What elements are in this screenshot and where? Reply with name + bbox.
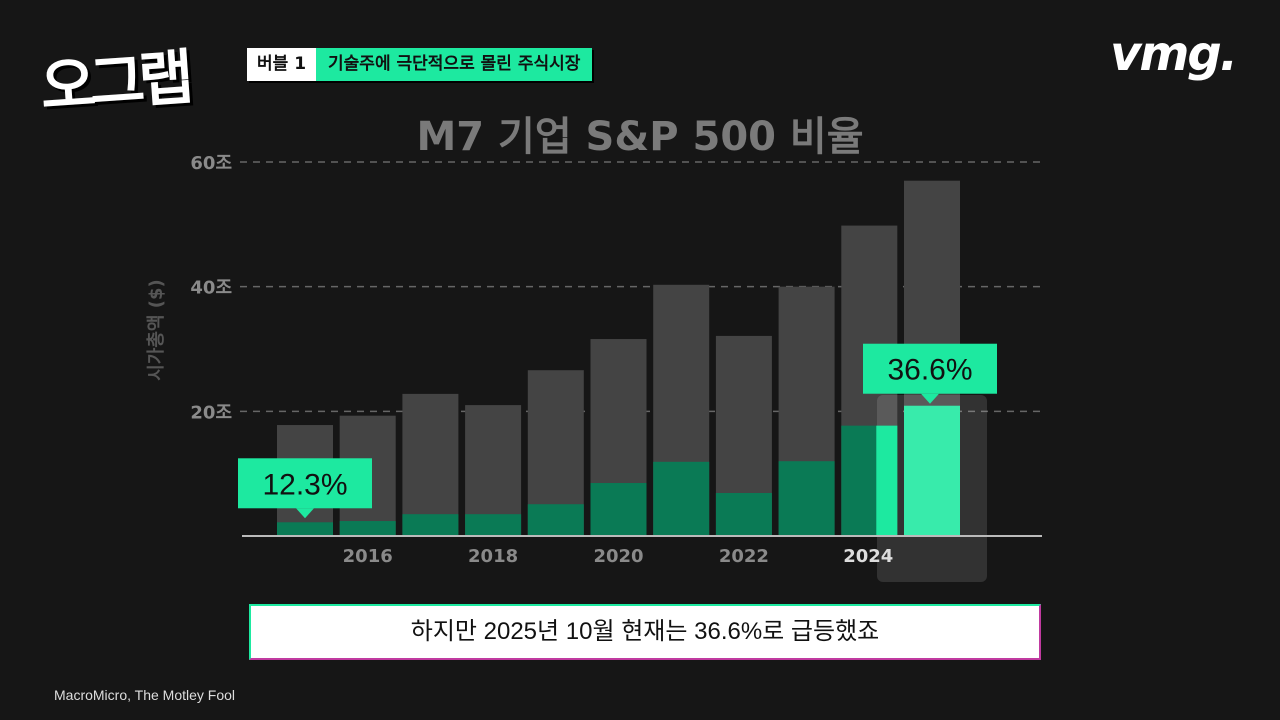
bar-m7	[402, 514, 459, 536]
y-tick-label: 20조	[190, 402, 232, 423]
tag-topic: 기술주에 극단적으로 몰린 주식시장	[316, 48, 593, 81]
bar-m7	[465, 514, 522, 536]
bar-m7	[339, 521, 396, 536]
source-text: MacroMicro, The Motley Fool	[54, 687, 236, 703]
tag-label: 버블 1	[247, 48, 317, 81]
bar-m7	[277, 522, 333, 536]
chart-title: M7 기업 S&P 500 비율	[416, 114, 864, 160]
x-tick-label: 2020	[593, 546, 643, 567]
bar-m7	[653, 461, 710, 536]
x-tick-label: 2016	[343, 546, 393, 567]
subtitle-caption: 하지만 2025년 10월 현재는 36.6%로 급등했죠	[249, 604, 1041, 660]
episode-tag: 버블 1 기술주에 극단적으로 몰린 주식시장	[247, 48, 593, 81]
annotation-label: 36.6%	[887, 354, 972, 387]
x-tick-label: 2018	[468, 546, 518, 567]
annotation-box	[238, 458, 372, 509]
bar-m7	[778, 461, 835, 536]
bar-m7	[715, 492, 772, 536]
bar-m7	[590, 483, 647, 536]
bar-m7	[904, 405, 960, 536]
annotation-label: 12.3%	[262, 468, 347, 501]
annotation-pointer	[296, 508, 314, 519]
y-tick-label: 60조	[190, 153, 232, 174]
bar-total	[402, 393, 459, 536]
y-axis-label: 시가총액 ($)	[146, 279, 167, 380]
x-tick-label: 2022	[719, 546, 769, 567]
annotation-box	[863, 343, 997, 394]
y-tick-label: 40조	[190, 278, 232, 299]
x-tick-label: 2024	[843, 546, 893, 567]
bar-m7	[527, 504, 584, 536]
annotation-pointer	[921, 393, 939, 404]
bar-m7-highlight	[876, 425, 898, 536]
brand-logo: vmg.	[1110, 26, 1238, 82]
